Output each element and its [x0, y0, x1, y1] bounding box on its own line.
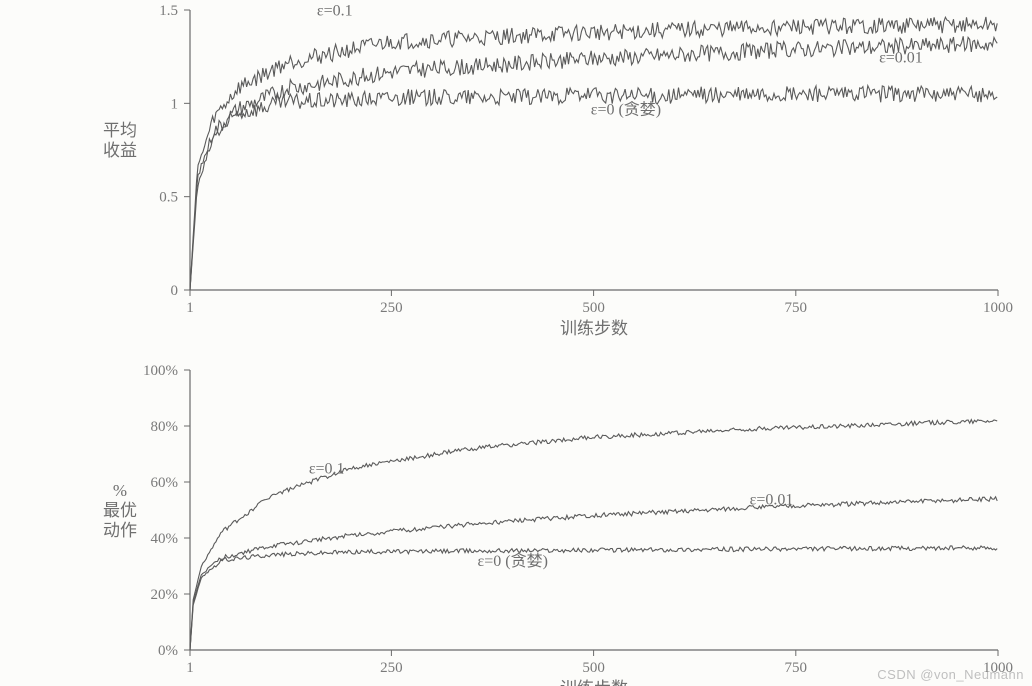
- xtick-label: 1000: [983, 300, 1013, 316]
- xtick-label: 500: [582, 660, 605, 676]
- xtick-label: 750: [785, 300, 808, 316]
- series-eps0.01: [190, 36, 997, 290]
- axis: [190, 10, 998, 290]
- xtick-label: 1: [186, 300, 194, 316]
- series-label: ε=0.1: [309, 461, 345, 478]
- ytick-label: 80%: [151, 419, 179, 435]
- xaxis-label: 训练步数: [560, 679, 628, 686]
- ytick-label: 100%: [143, 363, 178, 379]
- xtick-label: 750: [785, 660, 808, 676]
- ytick-label: 0: [171, 283, 179, 299]
- series-eps0.01: [190, 497, 997, 650]
- xaxis-label: 训练步数: [560, 319, 628, 338]
- ytick-label: 20%: [151, 587, 179, 603]
- xtick-label: 250: [380, 300, 403, 316]
- series-label: ε=0.01: [879, 49, 923, 66]
- ytick-label: 1.5: [159, 3, 178, 19]
- ytick-label: 0%: [158, 643, 178, 659]
- series-label: ε=0 (贪婪): [591, 101, 661, 119]
- xtick-label: 250: [380, 660, 403, 676]
- series-label: ε=0 (贪婪): [478, 552, 548, 570]
- yaxis-label: %: [113, 481, 127, 500]
- figure: 0 0.5 1 1.5 1 250 500 750 1000 训练步数 平均收益 ε=0.1 ε=0.0…: [0, 0, 1032, 686]
- xtick-label: 500: [582, 300, 605, 316]
- ytick-label: 0.5: [159, 190, 178, 206]
- ytick-label: 40%: [151, 531, 179, 547]
- ytick-label: 60%: [151, 475, 179, 491]
- yaxis-label: 最优: [103, 501, 137, 520]
- ytick-label: 1: [171, 96, 179, 112]
- series-eps0.1: [190, 420, 997, 650]
- yaxis-label: 动作: [103, 521, 137, 540]
- yaxis-label: 平均: [103, 121, 137, 140]
- series-eps0: [190, 546, 997, 650]
- yaxis-label: 收益: [103, 141, 137, 160]
- series-label: ε=0.1: [317, 3, 353, 20]
- series-label: ε=0.01: [750, 491, 794, 508]
- watermark-text: CSDN @von_Neumann: [877, 667, 1024, 682]
- xtick-label: 1: [186, 660, 194, 676]
- axis: [190, 370, 998, 650]
